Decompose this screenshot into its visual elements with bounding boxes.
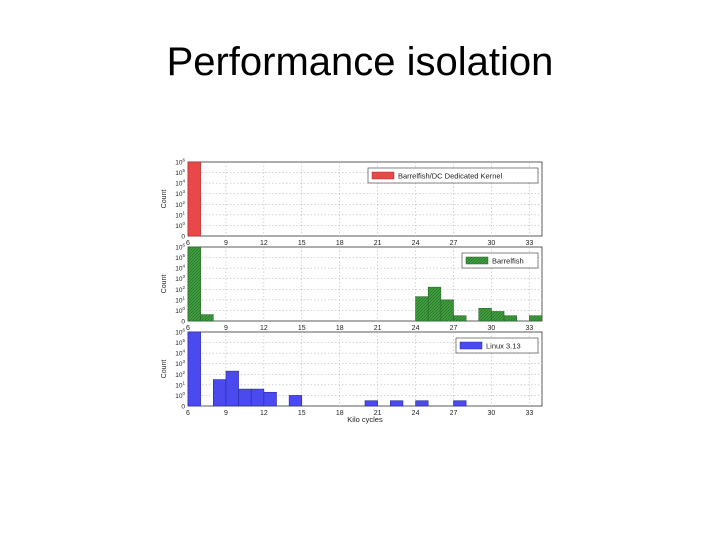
y-axis-label: Count — [161, 360, 168, 379]
y-tick-label: 100 — [175, 221, 185, 230]
x-tick-label: 9 — [224, 325, 228, 332]
y-tick-label: 104 — [175, 264, 185, 273]
y-tick-label: 102 — [175, 370, 185, 379]
x-tick-label: 21 — [374, 410, 382, 417]
x-tick-label: 30 — [488, 410, 496, 417]
x-tick-label: 9 — [224, 410, 228, 417]
legend-swatch — [459, 341, 483, 350]
x-tick-label: 6 — [186, 240, 190, 247]
x-tick-label: 18 — [336, 410, 344, 417]
histogram-bar — [250, 388, 265, 407]
y-tick-label: 106 — [175, 158, 185, 167]
histogram-bar — [212, 379, 227, 407]
x-tick-label: 24 — [412, 410, 420, 417]
y-tick-label: 104 — [175, 179, 185, 188]
y-tick-label: 101 — [175, 380, 185, 389]
histogram-figure: 106 105 104 103 102 101 100 0 Count 6 9 12 15 18 21 24 2… — [150, 150, 550, 435]
y-tick-label: 105 — [175, 253, 185, 262]
y-tick-label: 104 — [175, 349, 185, 358]
y-axis-label: Count — [161, 275, 168, 294]
y-tick-label: 106 — [175, 328, 185, 337]
histogram-bar — [288, 395, 303, 407]
x-tick-label: 24 — [412, 325, 420, 332]
y-tick-label: 0 — [181, 234, 185, 241]
histogram-bar — [389, 400, 404, 407]
histogram-bar-hatch — [440, 299, 454, 321]
histogram-bar-hatch — [428, 287, 441, 321]
legend-label: Linux 3.13 — [486, 342, 521, 351]
histogram-bar — [364, 400, 378, 407]
x-tick-label: 15 — [298, 325, 306, 332]
x-tick-label: 9 — [224, 240, 228, 247]
legend-label: Barrelfish/DC Dedicated Kernel — [398, 172, 503, 181]
legend-swatch-hatch — [466, 257, 488, 264]
histogram-bar — [453, 400, 467, 407]
y-tick-label: 100 — [175, 391, 185, 400]
x-tick-label: 30 — [488, 240, 496, 247]
histogram-bar — [225, 370, 239, 407]
histogram-bar-hatch — [188, 247, 201, 321]
histogram-bar-hatch — [415, 296, 429, 321]
legend-label: Barrelfish — [492, 257, 524, 266]
x-tick-label: 33 — [525, 410, 533, 417]
x-tick-label: 24 — [412, 240, 420, 247]
x-axis-label: Kilo cycles — [347, 415, 383, 424]
x-tick-label: 6 — [186, 325, 190, 332]
slide-title: Performance isolation — [166, 40, 554, 84]
y-tick-label: 100 — [175, 306, 185, 315]
histogram-bar-hatch — [478, 308, 492, 321]
y-tick-label: 0 — [181, 404, 185, 411]
y-tick-label: 102 — [175, 285, 185, 294]
legend-box — [367, 167, 539, 184]
x-tick-label: 15 — [298, 410, 306, 417]
x-tick-label: 21 — [374, 240, 382, 247]
y-tick-label: 103 — [175, 274, 185, 283]
x-tick-label: 6 — [186, 410, 190, 417]
x-tick-label: 27 — [450, 240, 458, 247]
histogram-bar-hatch — [453, 315, 467, 321]
y-tick-label: 102 — [175, 200, 185, 209]
x-tick-label: 30 — [488, 325, 496, 332]
y-tick-label: 106 — [175, 243, 185, 252]
y-tick-label: 105 — [175, 168, 185, 177]
x-tick-label: 18 — [336, 325, 344, 332]
x-tick-label: 12 — [260, 410, 268, 417]
y-tick-label: 103 — [175, 359, 185, 368]
y-tick-label: 0 — [181, 319, 185, 326]
x-tick-label: 15 — [298, 240, 306, 247]
histogram-bar-hatch — [529, 315, 542, 321]
x-tick-label: 27 — [450, 325, 458, 332]
x-tick-label: 12 — [260, 325, 268, 332]
x-tick-label: 18 — [336, 240, 344, 247]
histogram-bar-hatch — [504, 315, 517, 321]
x-tick-label: 21 — [374, 325, 382, 332]
legend-swatch — [371, 171, 395, 180]
y-tick-label: 101 — [175, 210, 185, 219]
x-tick-label: 33 — [525, 240, 533, 247]
x-tick-label: 33 — [525, 325, 533, 332]
histogram-bar — [238, 388, 252, 407]
histogram-bar — [263, 391, 277, 407]
histogram-bar — [187, 161, 201, 237]
histogram-bar-hatch — [200, 314, 214, 321]
histogram-bar — [187, 331, 201, 407]
y-tick-label: 103 — [175, 189, 185, 198]
x-tick-label: 12 — [260, 240, 268, 247]
y-tick-label: 105 — [175, 338, 185, 347]
histogram-bar-hatch — [491, 311, 505, 321]
histogram-bar — [415, 400, 429, 407]
y-tick-label: 101 — [175, 295, 185, 304]
y-axis-label: Count — [161, 190, 168, 209]
x-tick-label: 27 — [450, 410, 458, 417]
